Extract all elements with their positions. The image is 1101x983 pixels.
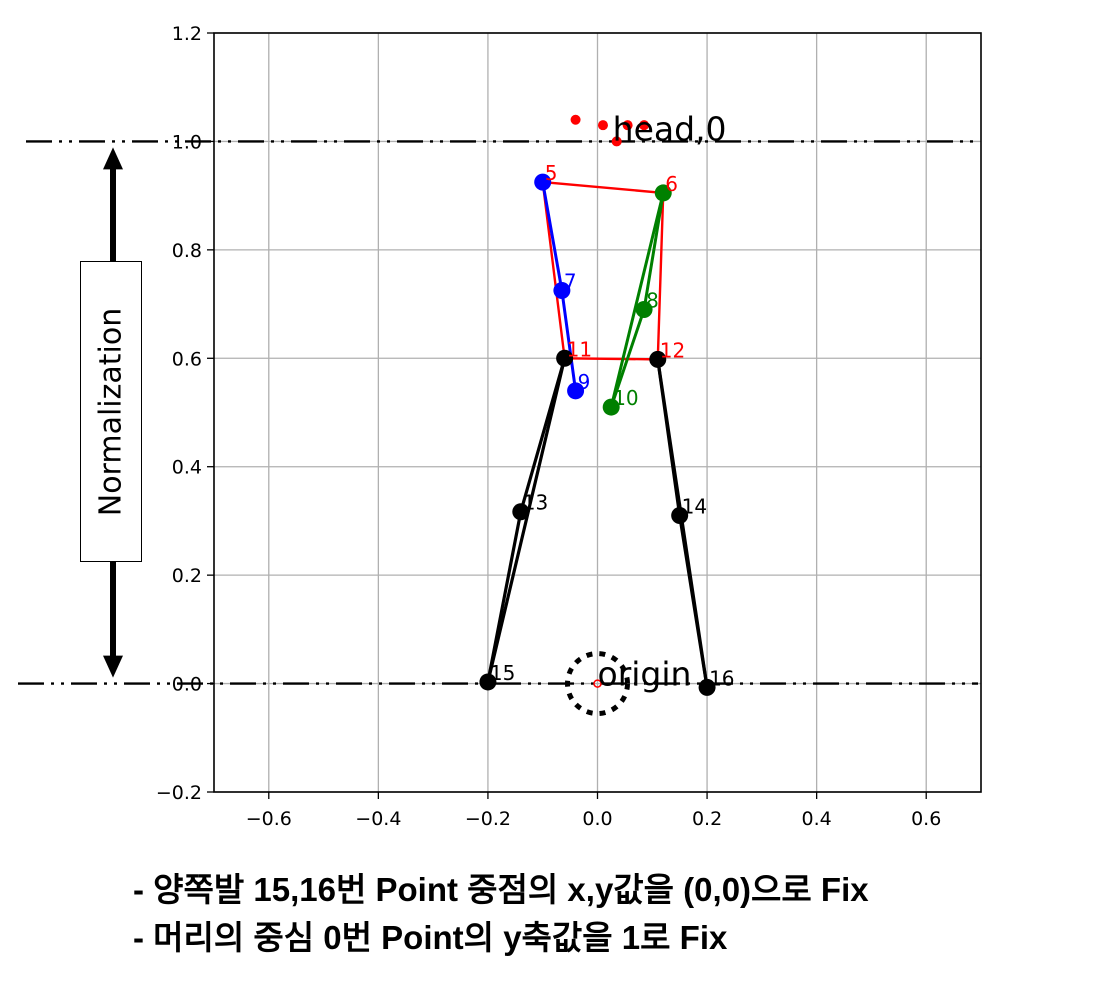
keypoint-12	[649, 350, 667, 368]
skeleton-points	[479, 114, 716, 717]
leg-edge	[486, 356, 567, 684]
x-tick-label: 0.4	[802, 808, 832, 830]
keypoint-9	[567, 382, 585, 400]
torso-edge	[541, 180, 665, 195]
y-tick-label: 0.4	[172, 457, 202, 479]
captions: - 양쪽발 15,16번 Point 중점의 x,y값을 (0,0)으로 Fix…	[133, 866, 869, 962]
origin-dotted-circle	[565, 651, 630, 717]
keypoint-labels: 5 6 7 8 9 10 11 12 13 14 15 16	[490, 161, 735, 690]
normalization-label: Normalization	[93, 307, 129, 516]
keypoint-6	[654, 184, 672, 202]
keypoint-8	[635, 300, 653, 318]
keypoint-13	[512, 503, 530, 521]
keypoint-label-7: 7	[564, 270, 577, 294]
keypoint-label-15: 15	[490, 661, 515, 685]
keypoint-label-13: 13	[523, 491, 548, 515]
keypoint-11	[556, 349, 574, 367]
y-tick-label: 0.0	[172, 674, 202, 696]
axes	[207, 32, 982, 799]
origin-point	[593, 679, 602, 688]
x-tick-label: 0.0	[582, 808, 612, 830]
grid	[214, 32, 981, 793]
head-point	[570, 114, 581, 125]
origin-label: origin	[598, 655, 692, 694]
axes-frame	[213, 32, 982, 793]
head-point	[622, 120, 633, 131]
skeleton-edges	[486, 180, 709, 689]
torso-edge	[656, 191, 665, 361]
keypoint-label-9: 9	[578, 370, 591, 394]
x-tick-label: −0.4	[355, 808, 401, 830]
x-tick-label: −0.2	[465, 808, 511, 830]
keypoint-15	[479, 673, 497, 691]
y-tick-label: 1.0	[172, 131, 202, 153]
keypoint-7	[553, 282, 571, 300]
torso-edge	[563, 357, 659, 361]
tick-labels: −0.6 −0.4 −0.2 0.0 0.2 0.4 0.6 −0.2 0.0 0.2 0.4 0.6…	[156, 23, 941, 830]
left-arm-edge	[560, 289, 578, 393]
torso-edge	[541, 180, 566, 360]
right-arm-edge	[609, 191, 665, 409]
skeleton-chart: −0.6 −0.4 −0.2 0.0 0.2 0.4 0.6 −0.2 0.0 0.2 0.4 0.6…	[18, 23, 982, 830]
y-tick-label: 0.2	[172, 565, 202, 587]
keypoint-label-12: 12	[660, 338, 685, 362]
y-tick-label: 1.2	[172, 23, 202, 45]
head-label: head,0	[613, 109, 727, 148]
keypoint-label-14: 14	[682, 495, 707, 519]
head-point	[611, 136, 622, 147]
x-tick-label: 0.6	[911, 808, 941, 830]
head-point	[597, 120, 608, 131]
keypoint-label-11: 11	[567, 337, 592, 361]
arrow-head-down	[103, 655, 123, 678]
x-tick-label: −0.6	[246, 808, 292, 830]
y-tick-label: −0.2	[156, 782, 202, 804]
keypoint-label-8: 8	[646, 288, 659, 312]
keypoint-14	[671, 507, 689, 525]
keypoint-label-6: 6	[665, 172, 678, 196]
caption-line-2: - 머리의 중심 0번 Point의 y축값을 1로 Fix	[133, 919, 728, 956]
keypoint-10	[602, 398, 620, 416]
arrow-head-up	[103, 147, 123, 170]
keypoint-label-10: 10	[613, 386, 638, 410]
keypoint-label-5: 5	[545, 161, 558, 185]
y-tick-label: 0.6	[172, 348, 202, 370]
normalization-box: Normalization	[80, 261, 142, 562]
x-tick-label: 0.2	[692, 808, 722, 830]
head-point	[639, 120, 650, 131]
reference-lines	[18, 140, 978, 685]
caption-line-1: - 양쪽발 15,16번 Point 중점의 x,y값을 (0,0)으로 Fix	[133, 871, 869, 908]
y-tick-label: 0.8	[172, 240, 202, 262]
left-arm-edge	[541, 180, 564, 293]
keypoint-16	[698, 678, 716, 696]
keypoint-label-16: 16	[709, 666, 734, 690]
keypoint-5	[534, 173, 552, 191]
